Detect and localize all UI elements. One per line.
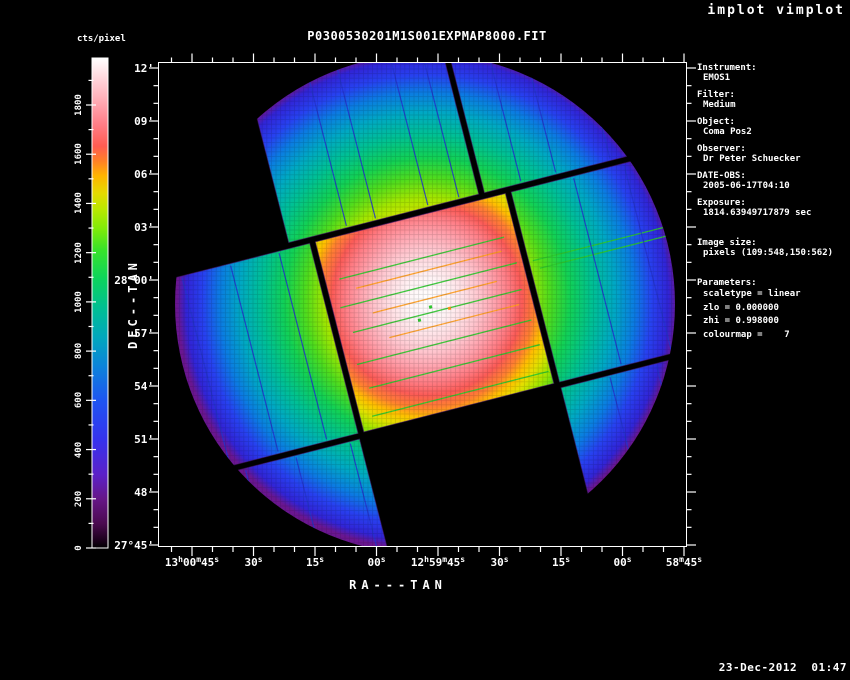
y-tick-label: 28°00': [114, 274, 154, 287]
plot-frame: [158, 62, 687, 547]
info-value: EMOS1: [703, 73, 731, 83]
info-value: pixels (109:548,150:562): [703, 248, 834, 258]
colorbar-ticks: [86, 79, 96, 549]
info-group: Instrument: EMOS1: [697, 63, 849, 83]
info-group: Observer: Dr Peter Schuecker: [697, 144, 849, 164]
info-group: Exposure: 1814.63949717879 sec: [697, 198, 849, 218]
info-group: Parameters: scaletype = linear zlo = 0.000…: [697, 278, 849, 342]
pixelation-overlay: [175, 62, 675, 547]
info-label: Observer:: [697, 144, 746, 154]
info-group: Image size: pixels (109:548,150:562): [697, 238, 849, 258]
y-tick-label: 03': [134, 221, 154, 234]
x-axis-title: RA---TAN: [349, 578, 447, 592]
render-timestamp: 23-Dec-2012 01:47: [718, 661, 847, 674]
info-label: Object:: [697, 117, 735, 127]
y-tick-label: 57': [134, 327, 154, 340]
x-tick-label: 00s: [613, 555, 632, 569]
y-tick-label: 06': [134, 168, 154, 181]
x-tick-label: 58m45s: [665, 555, 703, 569]
x-tick-label: 12h59m45s: [410, 555, 466, 569]
x-tick-label: 13h00m45s: [164, 555, 220, 569]
observation-info-panel: Instrument: EMOS1 Filter: Medium Object: Coma…: [697, 63, 849, 342]
info-label: Parameters:: [697, 278, 757, 288]
x-tick-label: 00s: [367, 555, 386, 569]
info-value: zhi = 0.998000: [703, 316, 779, 326]
info-value: Dr Peter Schuecker: [703, 154, 801, 164]
app-title: implot vimplot: [707, 3, 845, 18]
y-tick-label: 54': [134, 380, 154, 393]
y-tick-label: 48': [134, 486, 154, 499]
plot-title: P0300530201M1S001EXPMAP8000.FIT: [307, 29, 547, 43]
colorbar-tick-label: 1800: [74, 94, 84, 116]
info-label: DATE-OBS:: [697, 171, 746, 181]
x-tick-label: 30s: [244, 555, 263, 569]
info-group: Filter: Medium: [697, 90, 849, 110]
y-axis-title: DEC--TAN: [126, 259, 140, 349]
axis-ticks: [149, 53, 696, 556]
colorbar-units-label: cts/pixel: [77, 34, 126, 44]
info-label: Exposure:: [697, 198, 746, 208]
info-group: Object: Coma Pos2: [697, 117, 849, 137]
y-tick-label: 12': [134, 62, 154, 75]
y-tick-label: 09': [134, 115, 154, 128]
colorbar: [91, 57, 109, 549]
x-tick-label: 15s: [551, 555, 571, 569]
info-label: Instrument:: [697, 63, 757, 73]
info-value: colourmap = 7: [703, 329, 790, 340]
x-tick-label: 30s: [490, 555, 509, 569]
info-value: 1814.63949717879 sec: [703, 208, 812, 218]
y-tick-label: 27°45': [114, 539, 154, 552]
info-value: zlo = 0.000000: [703, 302, 779, 313]
info-label: Image size:: [697, 238, 757, 248]
info-value: Medium: [703, 100, 736, 110]
x-tick-label: 15s: [305, 555, 325, 569]
info-label: Filter:: [697, 90, 735, 100]
plot-area: [175, 62, 675, 547]
info-value: Coma Pos2: [703, 127, 752, 137]
info-value: 2005-06-17T04:10: [703, 181, 790, 191]
info-value: scaletype = linear: [703, 289, 801, 299]
y-tick-label: 51': [134, 433, 154, 446]
info-group: DATE-OBS: 2005-06-17T04:10: [697, 171, 849, 191]
